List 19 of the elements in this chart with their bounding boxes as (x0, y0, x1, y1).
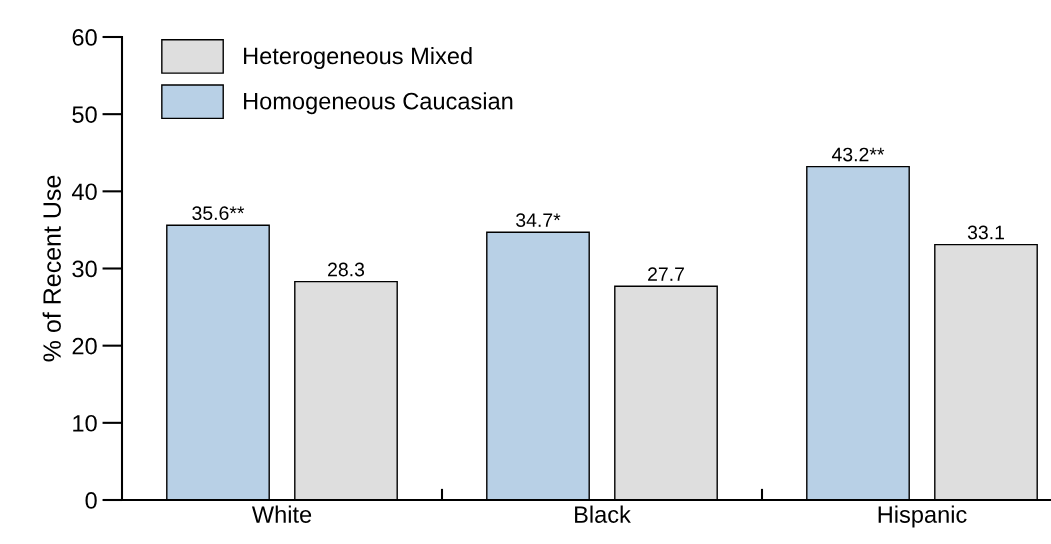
y-tick-label: 50 (72, 106, 97, 123)
y-tick-label: 0 (85, 492, 97, 509)
data-label: 28.3 (328, 262, 365, 277)
y-tick-label: 60 (72, 29, 97, 46)
x-tick-label: White (251, 505, 312, 523)
y-tick-label: 30 (72, 260, 97, 278)
data-label: 27.7 (648, 267, 684, 281)
x-tick-label: Hispanic (878, 505, 967, 528)
legend-label: Homogeneous Caucasian (244, 92, 513, 115)
y-axis-title: % of Recent Use (42, 175, 61, 362)
legend-label: Heterogeneous Mixed (244, 46, 472, 69)
data-label: 35.6** (192, 206, 245, 221)
y-tick-label: 40 (71, 183, 97, 201)
data-label: 34.7* (516, 213, 561, 227)
data-label: 43.2** (831, 147, 885, 162)
x-tick-label: Black (575, 505, 631, 523)
data-label: 33.1 (967, 225, 1004, 240)
y-tick-label: 20 (72, 337, 97, 355)
y-tick-label: 10 (73, 414, 97, 432)
